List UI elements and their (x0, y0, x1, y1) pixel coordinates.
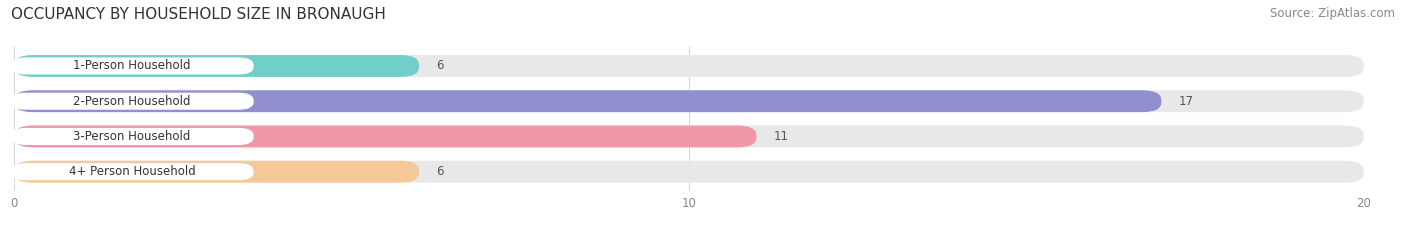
FancyBboxPatch shape (14, 55, 1364, 77)
FancyBboxPatch shape (11, 93, 253, 110)
Text: 6: 6 (436, 59, 443, 72)
Text: 2-Person Household: 2-Person Household (73, 95, 191, 108)
FancyBboxPatch shape (11, 128, 253, 145)
Text: 1-Person Household: 1-Person Household (73, 59, 191, 72)
Text: Source: ZipAtlas.com: Source: ZipAtlas.com (1270, 7, 1395, 20)
FancyBboxPatch shape (14, 161, 1364, 183)
FancyBboxPatch shape (11, 58, 253, 75)
FancyBboxPatch shape (14, 90, 1364, 112)
Text: OCCUPANCY BY HOUSEHOLD SIZE IN BRONAUGH: OCCUPANCY BY HOUSEHOLD SIZE IN BRONAUGH (11, 7, 387, 22)
FancyBboxPatch shape (14, 161, 419, 183)
FancyBboxPatch shape (14, 126, 1364, 147)
Text: 4+ Person Household: 4+ Person Household (69, 165, 195, 178)
Text: 17: 17 (1178, 95, 1194, 108)
FancyBboxPatch shape (14, 126, 756, 147)
FancyBboxPatch shape (14, 55, 419, 77)
FancyBboxPatch shape (14, 90, 1161, 112)
Text: 6: 6 (436, 165, 443, 178)
Text: 11: 11 (773, 130, 789, 143)
FancyBboxPatch shape (11, 163, 253, 180)
Text: 3-Person Household: 3-Person Household (73, 130, 191, 143)
